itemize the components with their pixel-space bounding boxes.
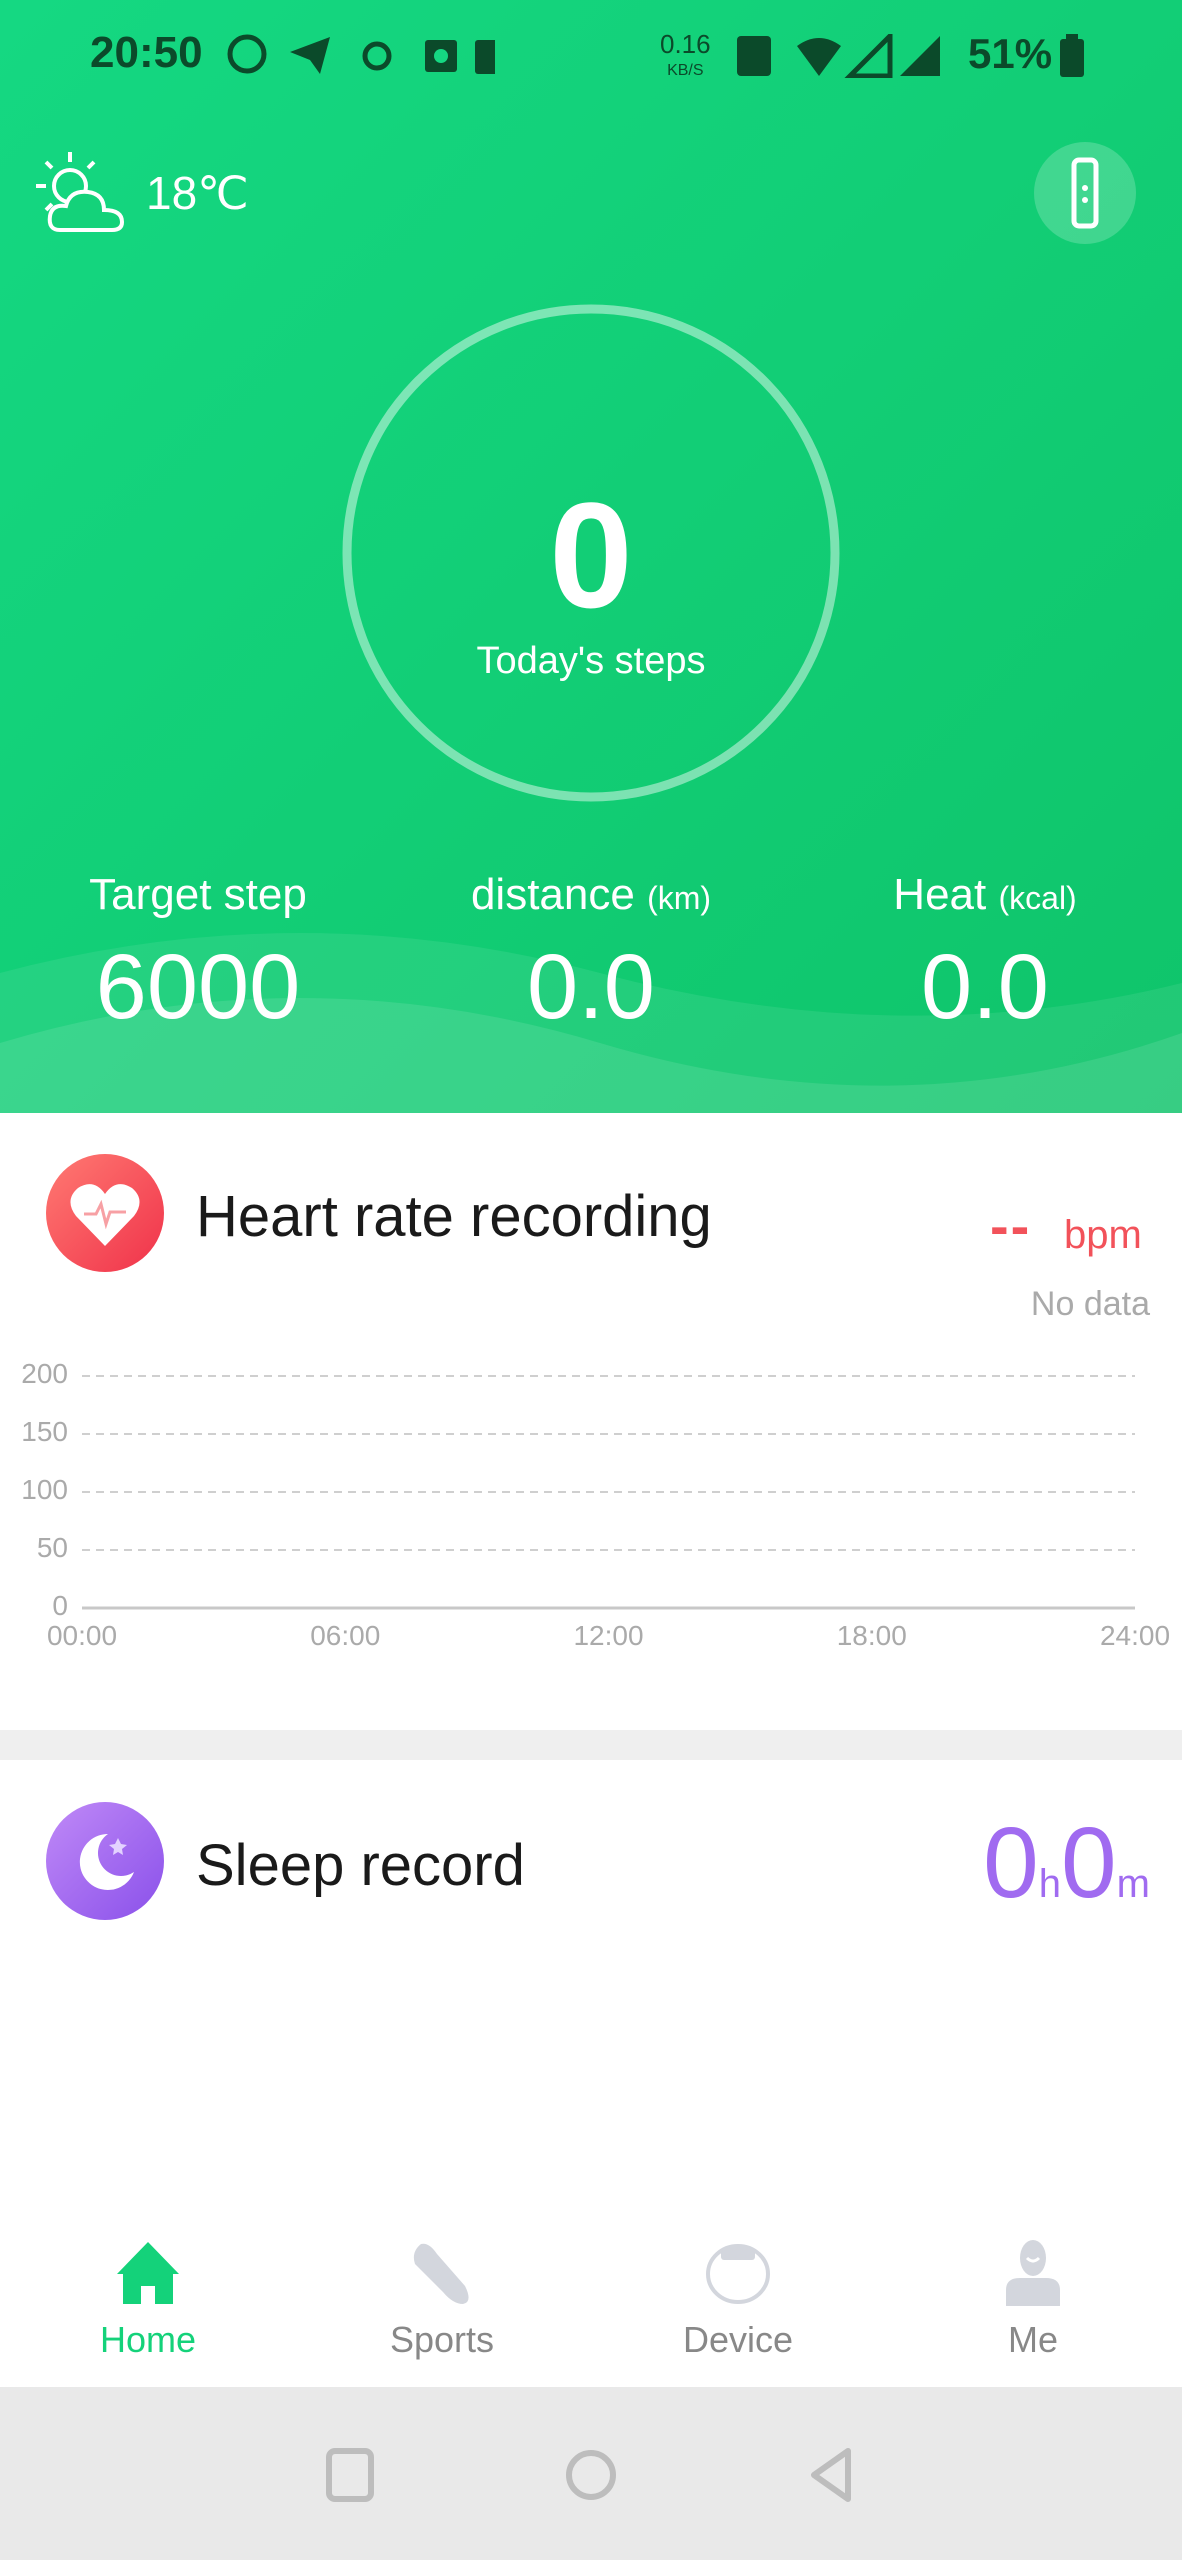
sleep-duration: 0h0m xyxy=(983,1807,1150,1919)
person-icon xyxy=(1006,2240,1060,2306)
notification-icons xyxy=(227,34,495,74)
battery-percent: 51% xyxy=(968,30,1053,77)
y-tick-label: 50 xyxy=(36,1532,68,1563)
sync-icon xyxy=(362,41,392,71)
nav-me[interactable]: Me xyxy=(933,2240,1133,2361)
telegram-icon xyxy=(290,37,330,74)
device-button[interactable] xyxy=(1034,142,1136,244)
home-icon xyxy=(117,2242,179,2304)
heart-title: Heart rate recording xyxy=(196,1184,712,1249)
whatsapp-icon xyxy=(227,34,267,74)
steps-ring xyxy=(342,304,840,802)
recents-button[interactable] xyxy=(325,2447,375,2503)
steps-label: Today's steps xyxy=(476,640,706,682)
net-unit: KB/S xyxy=(667,62,704,79)
net-speed: 0.16 xyxy=(660,29,711,59)
y-tick-label: 100 xyxy=(21,1474,68,1505)
sleep-card[interactable]: Sleep record 0h0m xyxy=(0,1760,1182,2200)
section-divider xyxy=(0,1730,1182,1760)
sleep-title: Sleep record xyxy=(196,1833,525,1898)
wave-decoration xyxy=(0,933,1182,1113)
header-panel: 20:50 0.16 KB/S 51% 18℃ 0 Today's steps xyxy=(0,0,1182,1113)
heart-value: -- xyxy=(990,1194,1032,1257)
band-device-icon xyxy=(706,2244,770,2304)
heart-status: No data xyxy=(1030,1285,1150,1323)
sneaker-icon xyxy=(413,2243,469,2304)
y-tick-label: 0 xyxy=(52,1590,68,1621)
status-time: 20:50 xyxy=(90,28,203,77)
home-system-button[interactable] xyxy=(563,2447,619,2503)
wifi-icon xyxy=(797,38,841,76)
heat-value: 0.0 xyxy=(921,936,1049,1038)
nav-home[interactable]: Home xyxy=(48,2240,248,2361)
status-bar: 20:50 0.16 KB/S 51% xyxy=(0,0,1182,110)
system-nav-bar xyxy=(0,2387,1182,2560)
nav-sports[interactable]: Sports xyxy=(342,2240,542,2361)
heart-rate-card[interactable]: Heart rate recording -- bpm No data 200 1… xyxy=(0,1113,1182,1730)
x-tick-label: 24:00 xyxy=(1099,1620,1171,1651)
sleep-moon-icon xyxy=(46,1802,164,1920)
battery-icon xyxy=(1060,34,1084,77)
signal-icon xyxy=(900,36,940,76)
x-tick-label: 18:00 xyxy=(836,1620,907,1651)
heart-rate-chart xyxy=(82,1375,1135,1610)
target-step-value: 6000 xyxy=(95,936,301,1038)
steps-count: 0 xyxy=(549,471,633,639)
target-step-label: Target step xyxy=(89,870,307,919)
x-tick-label: 00:00 xyxy=(46,1620,118,1651)
system-icons xyxy=(737,34,940,78)
partly-cloudy-icon xyxy=(36,152,125,232)
nfc-icon xyxy=(737,36,771,76)
signal-icon xyxy=(844,34,893,78)
y-tick-label: 150 xyxy=(21,1416,68,1447)
y-tick-label: 200 xyxy=(21,1358,68,1389)
nav-device[interactable]: Device xyxy=(638,2240,838,2361)
heart-icon xyxy=(46,1154,164,1272)
gallery-icon xyxy=(475,40,495,74)
distance-value: 0.0 xyxy=(527,936,655,1038)
heat-label: Heat (kcal) xyxy=(893,870,1077,919)
heart-unit: bpm xyxy=(1064,1213,1142,1257)
distance-label: distance (km) xyxy=(470,870,712,919)
camera-icon xyxy=(425,40,457,72)
temperature: 18℃ xyxy=(146,167,249,219)
band-icon xyxy=(1071,157,1099,229)
back-button[interactable] xyxy=(806,2445,856,2505)
x-tick-label: 06:00 xyxy=(310,1620,381,1651)
x-tick-label: 12:00 xyxy=(573,1620,644,1651)
